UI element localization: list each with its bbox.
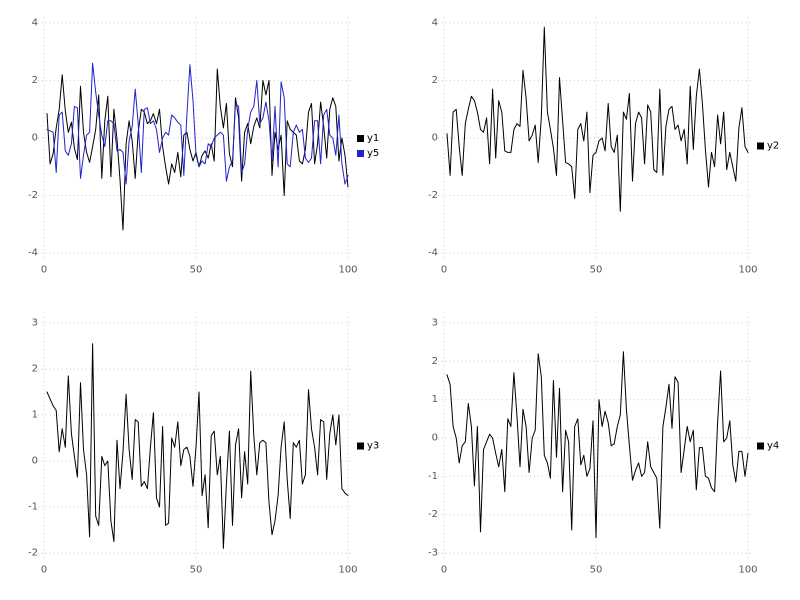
y-tick-label: 3 [432, 318, 438, 329]
series-line-y4 [446, 351, 749, 539]
y-tick-label: 0 [32, 133, 38, 144]
x-tick-label: 50 [590, 265, 603, 276]
legend-label-y1: y1 [367, 133, 379, 144]
x-tick-label: 50 [590, 565, 603, 576]
y-tick-label: -1 [28, 502, 38, 513]
series-line-y3 [46, 343, 349, 549]
chart-panel-y1-y5: -4 -2 0 2 4 0 50 100 y1 y5 [0, 0, 400, 300]
legend-swatch-y2 [757, 142, 764, 150]
y-tick-label: 2 [432, 356, 438, 367]
chart-y2: -4 -2 0 2 4 0 50 100 y2 [428, 17, 779, 276]
legend-label-y3: y3 [367, 441, 379, 452]
y-tick-label: -2 [28, 190, 38, 201]
x-tick-label: 0 [41, 565, 47, 576]
x-tick-label: 50 [190, 265, 203, 276]
series-line-y2 [446, 26, 749, 212]
legend-swatch-y1 [357, 135, 364, 142]
y-tick-label: -2 [428, 509, 438, 520]
legend-swatch-y3 [357, 442, 364, 450]
y-tick-label: -2 [28, 548, 38, 559]
legend-label-y2: y2 [767, 141, 779, 152]
y-tick-label: 1 [32, 410, 38, 421]
y-tick-label: -4 [428, 248, 438, 259]
y-tick-label: 4 [432, 18, 438, 29]
chart-y3: -2 -1 0 1 2 3 0 50 100 y3 [28, 317, 379, 576]
x-tick-label: 0 [41, 265, 47, 276]
chart-panel-y3: -2 -1 0 1 2 3 0 50 100 y3 [0, 300, 400, 600]
y-tick-label: 0 [32, 456, 38, 467]
x-tick-label: 100 [338, 565, 357, 576]
x-tick-label: 100 [738, 265, 757, 276]
y-tick-label: -4 [28, 248, 38, 259]
series-line-y5 [46, 62, 349, 185]
y-tick-label: 3 [32, 318, 38, 329]
y-tick-label: -2 [428, 190, 438, 201]
y-tick-label: 0 [432, 133, 438, 144]
y-tick-label: -1 [428, 471, 438, 482]
chart-panel-y4: -3 -2 -1 0 1 2 3 0 50 100 y4 [400, 300, 800, 600]
x-tick-label: 0 [441, 265, 447, 276]
y-tick-label: 0 [432, 433, 438, 444]
y-tick-label: 2 [32, 364, 38, 375]
x-tick-label: 0 [441, 565, 447, 576]
chart-y1-y5: -4 -2 0 2 4 0 50 100 y1 y5 [28, 17, 379, 276]
x-tick-label: 100 [738, 565, 757, 576]
y-tick-label: 2 [32, 75, 38, 86]
legend-label-y5: y5 [367, 148, 379, 159]
chart-panel-y2: -4 -2 0 2 4 0 50 100 y2 [400, 0, 800, 300]
chart-y4: -3 -2 -1 0 1 2 3 0 50 100 y4 [428, 317, 779, 576]
legend-swatch-y5 [357, 150, 364, 157]
x-tick-label: 50 [190, 565, 203, 576]
x-tick-label: 100 [338, 265, 357, 276]
y-tick-label: 2 [432, 75, 438, 86]
y-tick-label: 1 [432, 394, 438, 405]
series-line-y1 [46, 68, 349, 231]
legend-swatch-y4 [757, 442, 764, 450]
y-tick-label: 4 [32, 18, 38, 29]
legend-label-y4: y4 [767, 441, 779, 452]
y-tick-label: -3 [428, 548, 438, 559]
